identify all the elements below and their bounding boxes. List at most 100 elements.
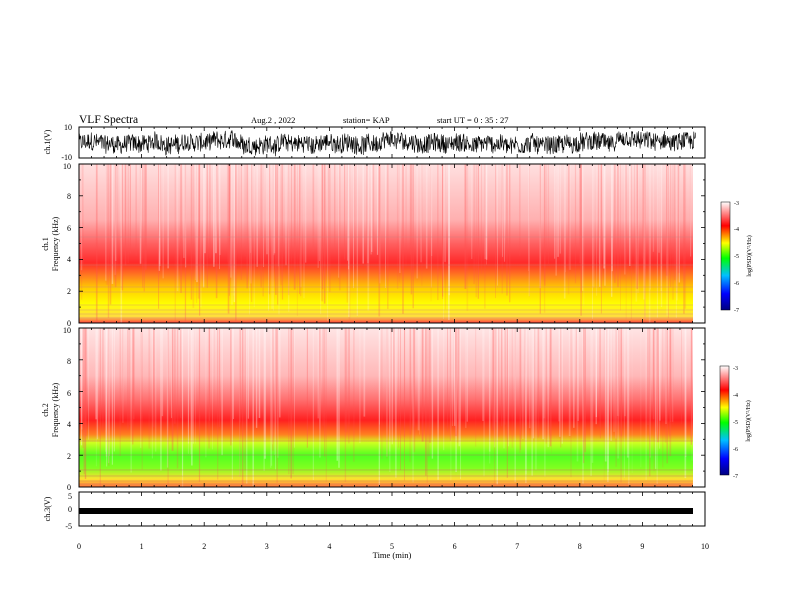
spectrogram-streak bbox=[412, 164, 414, 309]
spectrogram-streak bbox=[656, 328, 658, 485]
spectrogram-streak bbox=[615, 328, 617, 439]
spectrogram-streak bbox=[396, 164, 399, 289]
spectrogram-streak bbox=[345, 328, 348, 433]
spectrogram-streak bbox=[409, 328, 412, 435]
spectrogram-streak bbox=[82, 328, 84, 449]
spectrogram-streak bbox=[239, 328, 241, 423]
spectrogram-streak bbox=[611, 164, 613, 272]
spectrogram-streak bbox=[481, 164, 482, 274]
spectrogram-streak bbox=[569, 164, 571, 270]
spectrogram-streak bbox=[319, 328, 321, 458]
ch1-ytick-8: 8 bbox=[67, 192, 71, 201]
ch1-colorbar-label: log(PSD)(V²/Hz) bbox=[746, 235, 753, 276]
spectrogram-streak bbox=[353, 164, 354, 289]
spectrogram-streak bbox=[610, 328, 612, 442]
spectrogram-streak bbox=[129, 164, 131, 254]
spectrogram-streak bbox=[611, 164, 613, 297]
spectrogram-streak bbox=[273, 164, 276, 254]
spectrogram-streak bbox=[659, 328, 661, 449]
spectrogram-streak bbox=[255, 328, 258, 428]
spectrogram-streak bbox=[669, 328, 672, 457]
x-axis: 0 1 2 3 4 5 6 7 8 9 10 Time (min) bbox=[77, 542, 709, 560]
spectrogram-streak bbox=[107, 328, 110, 464]
spectrogram-streak bbox=[387, 164, 389, 309]
spectrogram-streak bbox=[246, 164, 248, 289]
spectrogram-streak bbox=[187, 328, 189, 444]
xtick-2: 2 bbox=[202, 542, 206, 551]
spectrogram-streak bbox=[171, 328, 172, 419]
spectrogram-streak bbox=[80, 164, 83, 271]
spectrogram-streak bbox=[595, 328, 597, 425]
figure-title: VLF Spectra bbox=[79, 114, 138, 126]
spectrogram-streak bbox=[160, 328, 162, 471]
spectrogram-streak bbox=[213, 164, 215, 267]
spectrogram-streak bbox=[115, 164, 117, 261]
spectrogram-streak bbox=[106, 328, 108, 467]
header-station: station= KAP bbox=[343, 115, 390, 125]
spectrogram-streak bbox=[252, 328, 254, 486]
spectrogram-streak bbox=[232, 328, 234, 444]
spectrogram-streak bbox=[139, 164, 142, 264]
spectrogram-streak bbox=[525, 328, 527, 483]
spectrogram-streak bbox=[141, 328, 143, 470]
spectrogram-streak bbox=[348, 164, 350, 270]
spectrogram-streak bbox=[344, 328, 346, 432]
spectrogram-streak bbox=[379, 164, 381, 275]
spectrogram-streak bbox=[573, 328, 575, 428]
spectrogram-streak bbox=[192, 328, 194, 444]
spectrogram-streak bbox=[329, 164, 331, 293]
spectrogram-streak bbox=[389, 328, 391, 472]
spectrogram-streak bbox=[251, 164, 253, 302]
spectrogram-streak bbox=[437, 164, 439, 301]
spectrogram-streak bbox=[275, 328, 277, 423]
spectrogram-streak bbox=[506, 328, 508, 478]
spectrogram-streak bbox=[452, 328, 453, 427]
spectrogram-streak bbox=[242, 328, 244, 486]
spectrogram-streak bbox=[404, 328, 405, 481]
spectrogram-streak bbox=[595, 328, 597, 418]
spectrogram-streak bbox=[464, 164, 467, 290]
spectrogram-streak bbox=[568, 164, 570, 271]
spectrogram-streak bbox=[293, 164, 296, 290]
spectrogram-streak bbox=[598, 164, 600, 263]
spectrogram-streak bbox=[95, 164, 98, 323]
spectrogram-streak bbox=[448, 164, 450, 320]
spectrogram-streak bbox=[197, 164, 200, 299]
spectrogram-streak bbox=[428, 328, 430, 457]
xtick-0: 0 bbox=[77, 542, 81, 551]
spectrogram-streak bbox=[445, 164, 446, 310]
spectrogram-streak bbox=[213, 328, 215, 426]
spectrogram-streak bbox=[402, 164, 404, 314]
spectrogram-streak bbox=[339, 164, 341, 291]
spectrogram-streak bbox=[121, 164, 124, 291]
spectrogram-streak bbox=[272, 164, 274, 261]
spectrogram-streak bbox=[119, 328, 121, 457]
ch3-ytick-0: 0 bbox=[68, 505, 72, 514]
ch1-ytick-6: 6 bbox=[67, 224, 71, 233]
spectrogram-streak bbox=[606, 328, 608, 428]
spectrogram-streak bbox=[363, 328, 366, 417]
spectrogram-streak bbox=[122, 328, 124, 423]
spectrogram-streak bbox=[431, 164, 433, 256]
spectrogram-streak bbox=[580, 164, 582, 293]
spectrogram-streak bbox=[413, 328, 416, 453]
spectrogram-streak bbox=[300, 164, 302, 297]
spectrogram-streak bbox=[504, 164, 505, 262]
spectrogram-streak bbox=[430, 164, 432, 288]
ch1-cbar-tick-m6: -6 bbox=[734, 281, 739, 287]
spectrogram-streak bbox=[662, 328, 664, 468]
spectrogram-streak bbox=[215, 164, 217, 254]
spectrogram-streak bbox=[649, 328, 651, 477]
spectrogram-streak bbox=[634, 164, 636, 273]
spectrogram-streak bbox=[198, 328, 201, 482]
spectrogram-streak bbox=[454, 328, 456, 426]
spectrogram-streak bbox=[288, 164, 290, 312]
spectrogram-streak bbox=[143, 164, 145, 292]
spectrogram-streak bbox=[285, 164, 287, 266]
spectrogram-streak bbox=[359, 328, 361, 444]
spectrogram-streak bbox=[617, 164, 619, 288]
spectrogram-streak bbox=[561, 328, 563, 444]
spectrogram-streak bbox=[109, 328, 110, 456]
spectrogram-streak bbox=[409, 328, 411, 463]
spectrogram-streak bbox=[200, 164, 202, 308]
